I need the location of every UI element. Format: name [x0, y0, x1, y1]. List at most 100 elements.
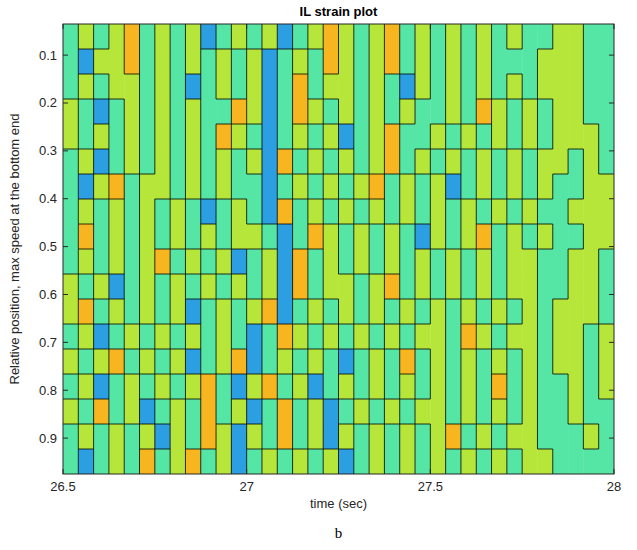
contour-line — [339, 174, 354, 175]
contour-line — [78, 249, 93, 250]
contour-line — [170, 99, 171, 124]
contour-cell — [262, 249, 278, 274]
contour-cell — [308, 199, 324, 224]
contour-cell — [568, 299, 584, 324]
contour-line — [200, 399, 201, 424]
contour-line — [139, 199, 140, 224]
contour-line — [307, 224, 308, 249]
contour-line — [185, 99, 186, 124]
contour-cell — [583, 49, 599, 74]
contour-line — [583, 449, 598, 450]
contour-line — [231, 399, 246, 400]
contour-cell — [277, 224, 293, 249]
contour-line — [78, 399, 93, 400]
contour-line — [140, 374, 155, 375]
contour-cell — [78, 274, 94, 299]
contour-cell — [170, 374, 186, 399]
contour-line — [415, 149, 416, 174]
contour-cell — [446, 374, 462, 399]
contour-cell — [339, 224, 355, 249]
contour-cell — [599, 399, 614, 424]
contour-cell — [201, 49, 217, 74]
contour-line — [170, 299, 171, 324]
contour-cell — [537, 349, 553, 374]
contour-line — [277, 49, 292, 50]
contour-cell — [185, 124, 201, 149]
contour-line — [78, 349, 93, 350]
contour-cell — [537, 199, 553, 224]
contour-cell — [201, 274, 217, 299]
contour-line — [476, 374, 477, 399]
contour-line — [293, 149, 308, 150]
contour-cell — [277, 274, 293, 299]
contour-line — [537, 399, 538, 424]
contour-line — [491, 49, 492, 74]
contour-line — [262, 299, 277, 300]
contour-line — [170, 374, 171, 399]
contour-line — [292, 149, 293, 174]
contour-line — [323, 49, 324, 74]
contour-line — [476, 24, 477, 49]
contour-line — [262, 224, 277, 225]
contour-line — [537, 449, 552, 450]
contour-cell — [492, 199, 508, 224]
contour-line — [354, 349, 369, 350]
contour-line — [384, 424, 385, 449]
contour-cell — [583, 24, 599, 49]
contour-line — [460, 399, 461, 424]
contour-cell — [415, 224, 431, 249]
contour-line — [491, 74, 492, 99]
contour-line — [308, 374, 323, 375]
contour-line — [460, 449, 461, 474]
contour-line — [200, 374, 201, 399]
contour-line — [476, 249, 477, 274]
contour-line — [78, 224, 93, 225]
contour-line — [460, 424, 461, 449]
contour-cell — [339, 174, 355, 199]
contour-cell — [308, 449, 324, 474]
x-tick-top — [614, 24, 615, 29]
contour-line — [277, 424, 278, 449]
contour-cell — [277, 124, 293, 149]
y-tick-right — [609, 294, 614, 295]
contour-line — [139, 24, 140, 49]
contour-cell — [461, 449, 477, 474]
contour-line — [93, 324, 94, 349]
contour-cell — [384, 99, 400, 124]
contour-cell — [201, 99, 217, 124]
contour-line — [492, 224, 507, 225]
contour-cell — [492, 324, 508, 349]
contour-cell — [140, 424, 156, 449]
contour-line — [400, 349, 415, 350]
contour-line — [492, 399, 507, 400]
contour-line — [583, 399, 584, 424]
contour-cell — [216, 174, 232, 199]
y-tick-label: 0.2 — [39, 95, 57, 110]
contour-line — [185, 299, 200, 300]
contour-line — [491, 349, 492, 374]
contour-line — [384, 349, 385, 374]
contour-line — [476, 274, 477, 299]
contour-cell — [170, 99, 186, 124]
contour-line — [399, 399, 400, 424]
contour-line — [124, 49, 125, 74]
contour-cell — [492, 374, 508, 399]
contour-cell — [231, 399, 247, 424]
contour-line — [307, 174, 308, 199]
contour-line — [231, 374, 232, 399]
contour-cell — [109, 374, 125, 399]
contour-cell — [507, 24, 523, 49]
contour-cell — [124, 49, 140, 74]
contour-line — [415, 74, 416, 99]
contour-cell — [354, 199, 370, 224]
contour-line — [246, 299, 247, 324]
contour-line — [537, 374, 538, 399]
contour-cell — [170, 124, 186, 149]
contour-cell — [461, 424, 477, 449]
contour-line — [246, 124, 247, 149]
contour-cell — [277, 174, 293, 199]
contour-line — [231, 424, 246, 425]
contour-line — [200, 324, 201, 349]
contour-cell — [400, 349, 416, 374]
contour-line — [154, 424, 155, 449]
